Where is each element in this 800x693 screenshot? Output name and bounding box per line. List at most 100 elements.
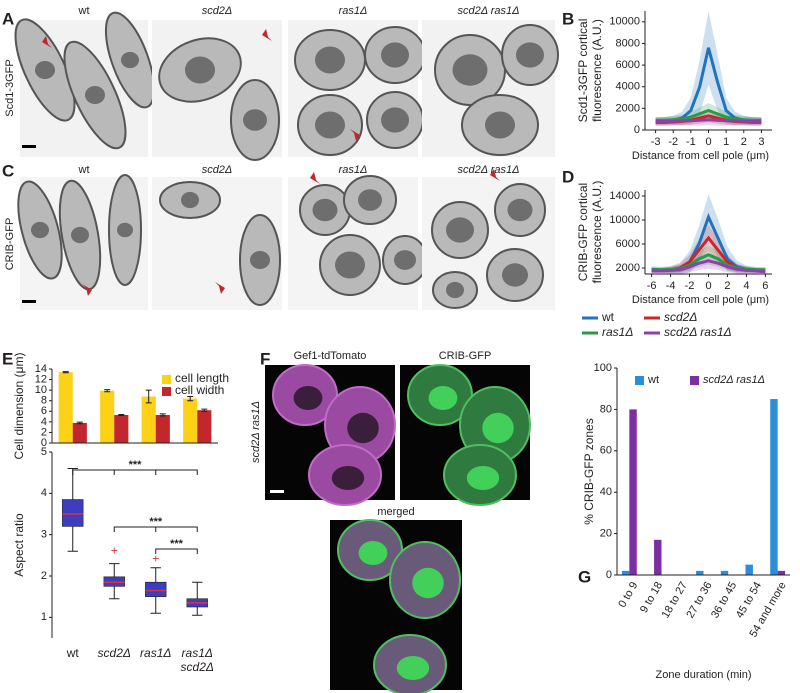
x-tick-label: 2 xyxy=(724,280,730,292)
nucleus xyxy=(452,54,488,86)
bar xyxy=(141,396,156,443)
column-label: ras1Δ xyxy=(339,5,368,17)
column-label: scd2Δ xyxy=(202,164,233,176)
column-label: wt xyxy=(78,164,90,176)
y-tick-label: 20 xyxy=(600,528,612,540)
micrographs xyxy=(14,11,559,693)
y-tick-label: 14000 xyxy=(609,190,640,202)
significance-bracket xyxy=(155,548,198,554)
channel-label: CRIB-GFP xyxy=(439,350,492,362)
x-tick-label: -4 xyxy=(666,280,676,292)
outlier: + xyxy=(152,552,159,566)
x-tick-label: 3 xyxy=(758,136,764,148)
legend-label: scd2Δ ras1Δ xyxy=(664,325,732,339)
y-tick-label: 12 xyxy=(35,373,47,385)
legend-swatch xyxy=(162,375,171,384)
y-tick-label: 4000 xyxy=(616,81,640,93)
scale-bar xyxy=(270,490,284,493)
y-tick-label: 40 xyxy=(600,486,612,498)
box xyxy=(62,499,84,527)
panel-label: E xyxy=(2,349,13,368)
bar xyxy=(629,409,637,575)
arrowhead xyxy=(215,282,225,294)
x-tick-label: 2 xyxy=(741,136,747,148)
significance-bracket xyxy=(113,526,198,532)
y-tick-label: 10 xyxy=(35,384,47,396)
nucleus xyxy=(181,191,199,209)
bar xyxy=(770,399,778,575)
nucleus xyxy=(466,466,500,490)
y-tick-label: 80 xyxy=(600,403,612,415)
y-tick-label: 8 xyxy=(41,395,47,407)
arrowhead xyxy=(310,172,320,184)
panel-label: D xyxy=(562,167,574,186)
nucleus xyxy=(293,386,323,410)
channel-label: Gef1-tdTomato xyxy=(294,350,367,362)
y-tick-label: 6000 xyxy=(616,59,640,71)
nucleus xyxy=(315,111,345,139)
y-axis-label: Cell dimension (μm) xyxy=(12,353,26,460)
nucleus xyxy=(121,51,139,69)
legend-swatch xyxy=(635,376,644,385)
nucleus xyxy=(428,386,458,410)
error-bar xyxy=(62,371,69,374)
bar xyxy=(696,570,704,575)
nucleus xyxy=(331,466,365,490)
y-tick-label: 2 xyxy=(41,426,47,438)
column-label: scd2Δ ras1Δ xyxy=(457,5,519,17)
legend-label: wt xyxy=(601,310,615,324)
legend-swatch xyxy=(162,387,171,396)
x-axis-label: Distance from cell pole (μm) xyxy=(632,294,769,306)
significance: *** xyxy=(149,516,163,528)
x-tick-label: scd2Δ xyxy=(98,646,131,660)
bar xyxy=(155,414,170,443)
bar xyxy=(100,390,115,443)
x-tick-label: -6 xyxy=(647,280,657,292)
y-tick-label: 6 xyxy=(41,405,47,417)
row-label: scd2Δ ras1Δ xyxy=(250,401,262,463)
nucleus xyxy=(502,263,528,287)
x-tick-label: -2 xyxy=(668,136,678,148)
x-tick-label: 0 xyxy=(705,280,711,292)
nucleus xyxy=(347,412,379,444)
panel-label: A xyxy=(2,9,14,28)
nucleus xyxy=(412,567,444,599)
nucleus xyxy=(358,189,382,211)
y-tick-label: 3 xyxy=(41,529,47,541)
nucleus xyxy=(335,251,365,279)
nucleus xyxy=(35,61,55,79)
bar xyxy=(621,570,630,575)
scale-bar xyxy=(22,145,36,148)
bar xyxy=(745,564,753,575)
legend-label: cell width xyxy=(175,383,224,397)
nucleus xyxy=(250,251,270,269)
y-tick-label: 5 xyxy=(41,446,47,458)
bar xyxy=(114,414,129,443)
arrowhead xyxy=(42,36,52,48)
y-tick-label: 0 xyxy=(41,437,47,449)
nucleus xyxy=(394,250,416,270)
y-tick-label: 8000 xyxy=(616,37,640,49)
panel-label: C xyxy=(2,161,14,180)
x-tick-label: 6 xyxy=(762,280,768,292)
x-axis-label: Distance from cell pole (μm) xyxy=(632,150,769,162)
nucleus xyxy=(71,226,89,244)
y-axis-label: % CRIB-GFP zones xyxy=(582,418,596,524)
nucleus xyxy=(358,541,388,565)
significance: *** xyxy=(170,538,184,550)
scale-bar xyxy=(22,300,36,303)
error-band xyxy=(651,194,766,274)
y-tick-label: 2 xyxy=(41,570,47,582)
box xyxy=(145,581,167,597)
nucleus xyxy=(485,111,515,139)
y-tick-label: 0 xyxy=(606,569,612,581)
bar xyxy=(197,410,212,443)
y-axis-label: CRIB-GFP corticalfluorescence (A.U.) xyxy=(576,181,604,284)
arrowhead xyxy=(262,29,272,41)
bar xyxy=(72,422,87,443)
row-label: Scd1-3GFP xyxy=(4,59,16,116)
series-line xyxy=(655,108,762,122)
bar xyxy=(720,570,729,575)
x-tick-label: 0 to 9 xyxy=(616,580,640,610)
y-tick-label: 0 xyxy=(634,124,640,136)
